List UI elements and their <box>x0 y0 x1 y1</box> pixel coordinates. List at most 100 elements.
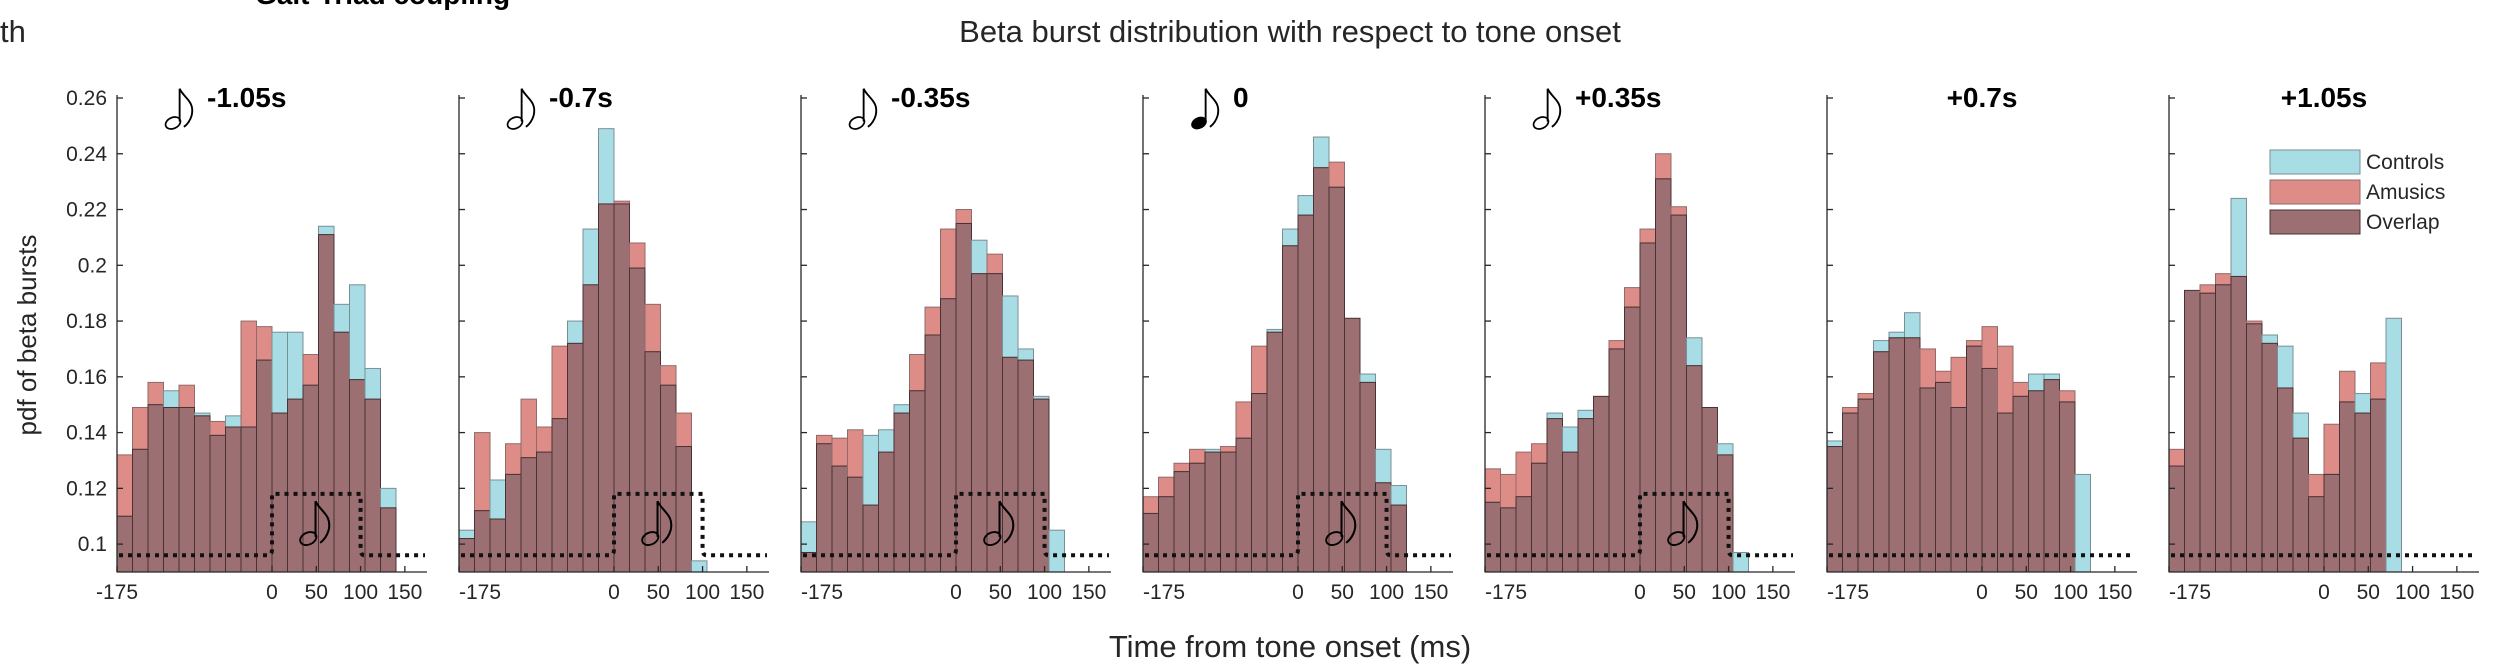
overlap-bar <box>1593 395 1610 573</box>
amusics-bar <box>1624 287 1641 308</box>
panel-4: -175 0 50 100 150 +0.35s <box>1484 82 1795 604</box>
amusics-bar <box>847 429 864 478</box>
overlap-bar <box>2292 437 2309 573</box>
y-tick-label: 0.1 <box>78 533 107 556</box>
amusics-bar <box>1235 401 1252 439</box>
controls-bar <box>2230 197 2247 277</box>
legend-swatch <box>2269 179 2361 205</box>
amusics-bar <box>1857 393 1874 400</box>
x-tick-label: 150 <box>2439 581 2474 604</box>
x-tick-label: 50 <box>305 581 328 604</box>
overlap-bar <box>1639 242 1656 573</box>
overlap-bar <box>2308 496 2325 573</box>
overlap-bar <box>163 406 180 573</box>
tone-note-icon-flag <box>656 500 673 544</box>
amusics-bar <box>1997 345 2014 414</box>
controls-bar <box>380 487 397 509</box>
x-tick-label: 50 <box>2015 581 2038 604</box>
amusics-bar <box>2323 423 2340 475</box>
overlap-bar <box>1266 331 1283 573</box>
overlap-bar <box>2339 401 2356 573</box>
amusics-bar <box>256 326 273 361</box>
overlap-bar <box>2199 292 2216 573</box>
controls-bar <box>2277 345 2294 389</box>
overlap-bar <box>1282 245 1299 573</box>
amusics-bar <box>660 365 677 386</box>
amusics-bar <box>1966 340 1983 347</box>
y-tick-label: 0.22 <box>66 199 107 222</box>
x-tick-label: 100 <box>1711 581 1746 604</box>
x-tick-label: -175 <box>2169 581 2211 604</box>
onset-note-icon-flag <box>520 88 536 128</box>
x-tick-label: 150 <box>2097 581 2132 604</box>
controls-bar <box>2261 334 2278 344</box>
overlap-bar <box>1017 359 1034 573</box>
overlap-bar <box>1966 345 1983 573</box>
legend-label: Amusics <box>2366 181 2445 204</box>
controls-bar <box>318 225 335 236</box>
controls-bar <box>598 128 615 205</box>
overlap-bar <box>847 476 864 573</box>
onset-note-icon-flag <box>1546 88 1562 128</box>
amusics-bar <box>1842 406 1859 414</box>
overlap-bar <box>1919 387 1936 573</box>
controls-bar <box>489 479 506 520</box>
overlap-bar <box>551 418 568 573</box>
panels-layer: 0.1 0.12 0.14 0.16 0.18 0.2 0.22 0.24 0.26 -175 0 5… <box>66 82 2479 604</box>
chart-title: Beta burst distribution with respect to … <box>959 14 1621 49</box>
controls-bar <box>2028 373 2045 392</box>
tone-note-icon-flag <box>1340 500 1357 544</box>
overlap-bar <box>1235 437 1252 573</box>
overlap-bar <box>474 510 491 573</box>
overlap-bar <box>380 507 397 573</box>
x-tick-label: 0 <box>2318 581 2330 604</box>
panel-1: -175 0 50 100 150 -0.7s <box>458 82 769 604</box>
controls-bar <box>1826 440 1843 448</box>
controls-bar <box>2292 412 2309 439</box>
amusics-bar <box>474 432 491 512</box>
overlap-bar <box>1655 178 1672 573</box>
overlap-bar <box>1904 337 1921 573</box>
tone-envelope <box>119 491 425 558</box>
onset-note-icon-flag <box>178 88 194 128</box>
tone-note-icon-flag <box>314 500 331 544</box>
controls-bar <box>1048 529 1065 573</box>
x-tick-label: 0 <box>1634 581 1646 604</box>
controls-bar <box>1017 348 1034 361</box>
x-tick-label: 50 <box>989 581 1012 604</box>
amusics-bar <box>1639 228 1656 244</box>
overlap-bar <box>147 404 164 573</box>
controls-bar <box>2074 473 2091 573</box>
controls-bar <box>163 390 180 408</box>
onset-note-icon-flag <box>1204 88 1220 128</box>
y-tick-label: 0.26 <box>66 87 107 110</box>
amusics-bar <box>209 420 226 436</box>
x-tick-label: 100 <box>1027 581 1062 604</box>
amusics-bar <box>1328 161 1345 188</box>
amusics-bar <box>644 303 661 353</box>
amusics-bar <box>2168 448 2185 467</box>
overlap-bar <box>505 473 522 573</box>
amusics-bar <box>1670 206 1687 216</box>
overlap-bar <box>1997 412 2014 573</box>
tone-envelope <box>1145 491 1451 558</box>
x-tick-label: 100 <box>685 581 720 604</box>
panel-title: -0.35s <box>891 82 970 113</box>
tone-note-icon-flag <box>1682 500 1699 544</box>
amusics-bar <box>2215 273 2232 286</box>
overlap-bar <box>1826 446 1843 573</box>
overlap-bar <box>256 359 273 573</box>
overlap-bar <box>1701 406 1718 573</box>
controls-bar <box>1390 485 1407 506</box>
overlap-bar <box>1515 496 1532 573</box>
overlap-bar <box>2059 401 2076 573</box>
x-tick-label: -175 <box>459 581 501 604</box>
x-tick-label: 150 <box>387 581 422 604</box>
x-tick-label: 50 <box>1331 581 1354 604</box>
x-tick-label: -175 <box>1485 581 1527 604</box>
x-tick-label: 150 <box>729 581 764 604</box>
overlap-bar <box>349 379 366 573</box>
panel-title: +0.35s <box>1575 82 1661 113</box>
onset-note-icon <box>506 88 536 130</box>
tone-note-icon <box>1325 500 1357 546</box>
